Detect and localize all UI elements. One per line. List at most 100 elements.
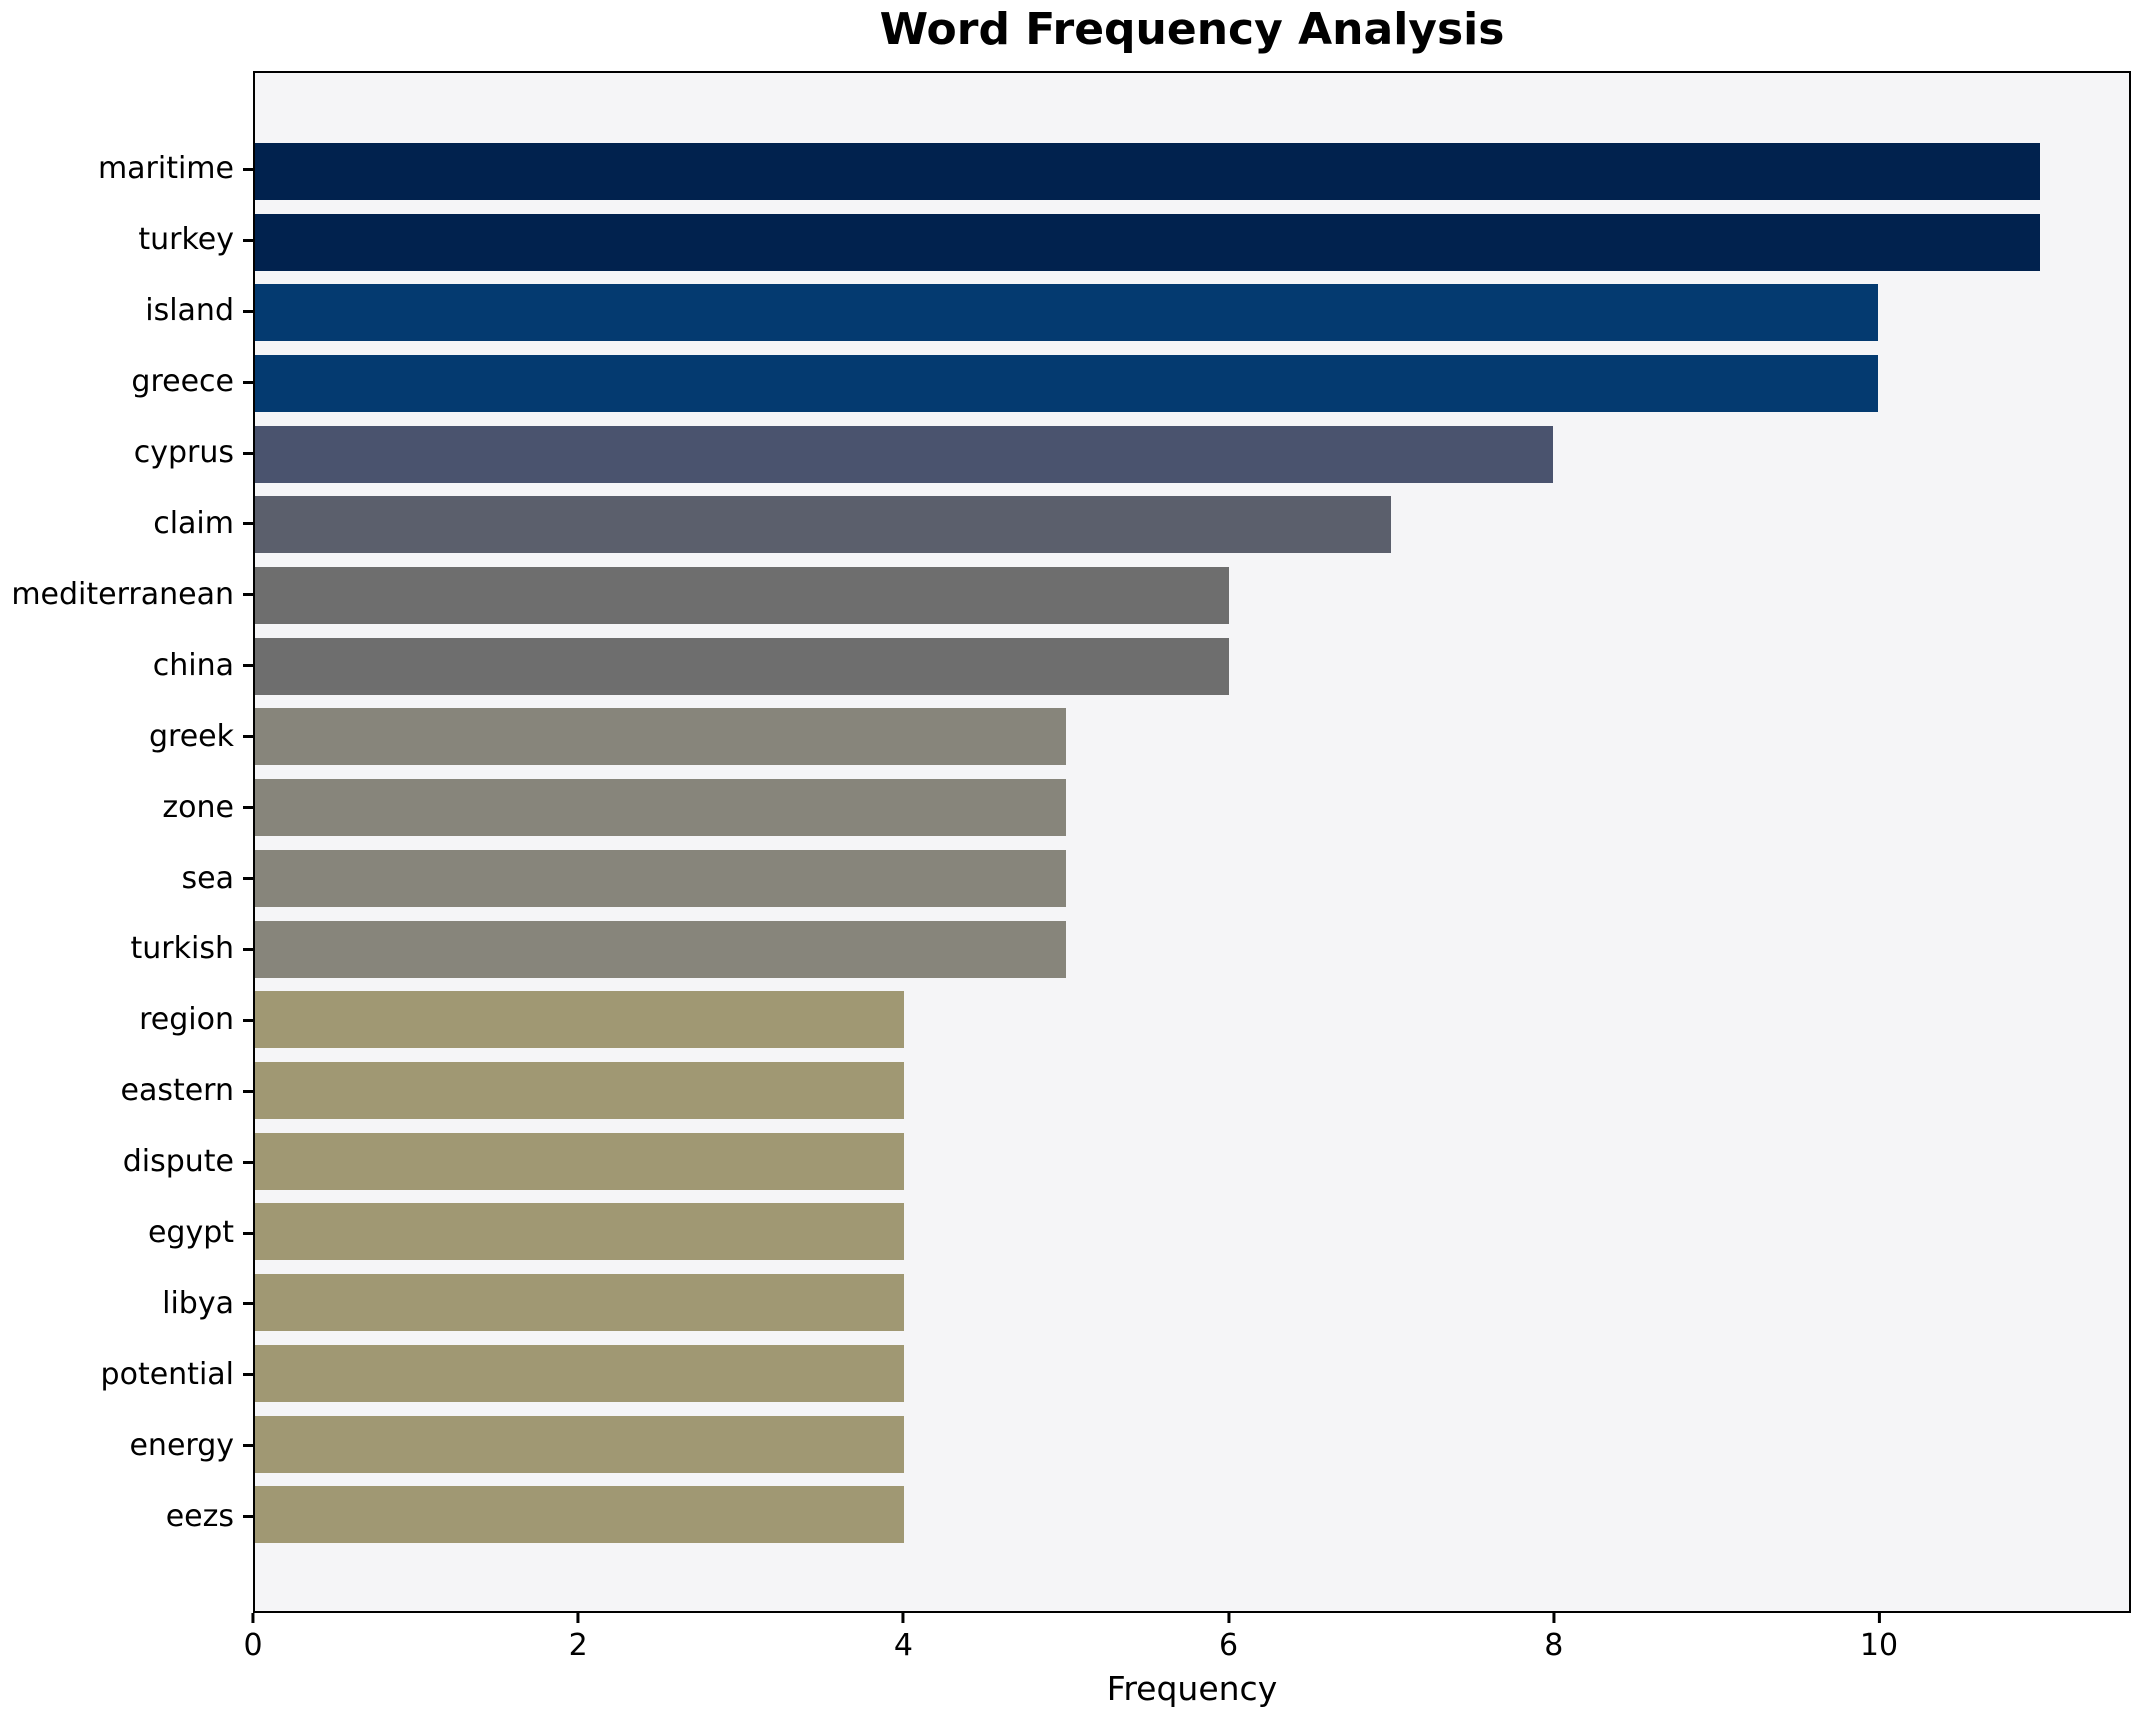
y-label-row: potential	[0, 1339, 253, 1410]
x-tick-label: 2	[568, 1628, 588, 1663]
y-tick-mark	[243, 522, 253, 526]
bar-row	[255, 277, 2129, 348]
y-tick-mark	[243, 1018, 253, 1022]
x-tick: 6	[1219, 1613, 1238, 1661]
y-tick-label: turkish	[130, 931, 234, 967]
y-tick-label: dispute	[122, 1144, 234, 1180]
y-tick-mark	[243, 380, 253, 384]
y-label-row: zone	[0, 772, 253, 843]
bar-row	[255, 419, 2129, 490]
bar-greek	[255, 708, 1067, 766]
bar-potential	[255, 1344, 904, 1402]
bar-row	[255, 914, 2129, 985]
bar-row	[255, 1479, 2129, 1550]
x-tick-mark	[1877, 1613, 1881, 1623]
y-tick-mark	[243, 947, 253, 951]
bar-claim	[255, 496, 1391, 554]
bar-row	[255, 843, 2129, 914]
y-tick-mark	[243, 1160, 253, 1164]
y-tick-label: china	[152, 647, 234, 683]
y-label-row: cyprus	[0, 418, 253, 489]
y-tick-mark	[243, 238, 253, 242]
y-tick-label: potential	[100, 1356, 234, 1392]
bar-mediterranean	[255, 567, 1229, 625]
y-tick-label: island	[145, 293, 234, 329]
y-label-row: island	[0, 276, 253, 347]
bar-eastern	[255, 1061, 904, 1119]
y-label-row: maritime	[0, 134, 253, 205]
y-tick-label: libya	[162, 1285, 234, 1321]
bar-row	[255, 984, 2129, 1055]
y-label-row: energy	[0, 1410, 253, 1481]
bar-energy	[255, 1415, 904, 1473]
y-label-row: dispute	[0, 1127, 253, 1198]
bar-row	[255, 1409, 2129, 1480]
x-tick-label: 0	[243, 1628, 263, 1663]
bar-region	[255, 991, 904, 1049]
x-tick-mark	[251, 1613, 255, 1623]
y-tick-mark	[243, 593, 253, 597]
y-tick-label: zone	[162, 789, 234, 825]
plot-area	[253, 71, 2131, 1613]
y-tick-mark	[243, 451, 253, 455]
bar-row	[255, 1126, 2129, 1197]
bar-eezs	[255, 1486, 904, 1544]
bar-row	[255, 1197, 2129, 1268]
bar-greece	[255, 354, 1878, 412]
chart-title: Word Frequency Analysis	[879, 4, 1505, 55]
bar-turkish	[255, 920, 1067, 978]
bar-turkey	[255, 213, 2040, 271]
y-tick-mark	[243, 1302, 253, 1306]
y-tick-mark	[243, 806, 253, 810]
y-tick-label: cyprus	[133, 435, 234, 471]
y-label-row: turkey	[0, 205, 253, 276]
x-axis-title: Frequency	[1106, 1669, 1278, 1708]
y-tick-mark	[243, 664, 253, 668]
y-tick-label: greece	[131, 364, 234, 400]
x-tick: 8	[1544, 1613, 1563, 1661]
y-label-row: libya	[0, 1269, 253, 1340]
bar-egypt	[255, 1203, 904, 1261]
bar-row	[255, 1338, 2129, 1409]
y-tick-label: turkey	[138, 222, 234, 258]
y-tick-label: energy	[129, 1427, 234, 1463]
bar-row	[255, 207, 2129, 278]
y-tick-mark	[243, 1444, 253, 1448]
y-label-row: eastern	[0, 1056, 253, 1127]
bar-row	[255, 1267, 2129, 1338]
x-tick-mark	[1227, 1613, 1231, 1623]
x-tick-label: 6	[1219, 1628, 1239, 1663]
y-tick-label: claim	[153, 505, 234, 541]
bars-container	[255, 136, 2129, 1550]
bar-cyprus	[255, 425, 1553, 483]
bar-row	[255, 772, 2129, 843]
y-tick-mark	[243, 1231, 253, 1235]
y-label-row: eezs	[0, 1481, 253, 1552]
bar-libya	[255, 1274, 904, 1332]
y-label-row: sea	[0, 843, 253, 914]
bar-row	[255, 631, 2129, 702]
x-tick-label: 4	[893, 1628, 913, 1663]
bar-dispute	[255, 1132, 904, 1190]
x-tick-label: 8	[1544, 1628, 1564, 1663]
y-tick-label: eastern	[120, 1073, 234, 1109]
y-tick-mark	[243, 877, 253, 881]
bar-maritime	[255, 142, 2040, 200]
x-tick: 4	[894, 1613, 913, 1661]
bar-row	[255, 560, 2129, 631]
bar-island	[255, 284, 1878, 342]
y-label-row: region	[0, 985, 253, 1056]
x-tick: 0	[243, 1613, 263, 1663]
y-tick-label: eezs	[165, 1498, 234, 1534]
y-tick-label: egypt	[147, 1215, 234, 1251]
bar-row	[255, 490, 2129, 561]
x-tick-mark	[576, 1613, 580, 1623]
y-label-row: claim	[0, 489, 253, 560]
bar-row	[255, 702, 2129, 773]
bar-sea	[255, 849, 1067, 907]
x-tick-mark	[1552, 1613, 1556, 1623]
x-tick-label: 10	[1859, 1628, 1899, 1663]
bar-row	[255, 1055, 2129, 1126]
y-tick-mark	[243, 1515, 253, 1519]
